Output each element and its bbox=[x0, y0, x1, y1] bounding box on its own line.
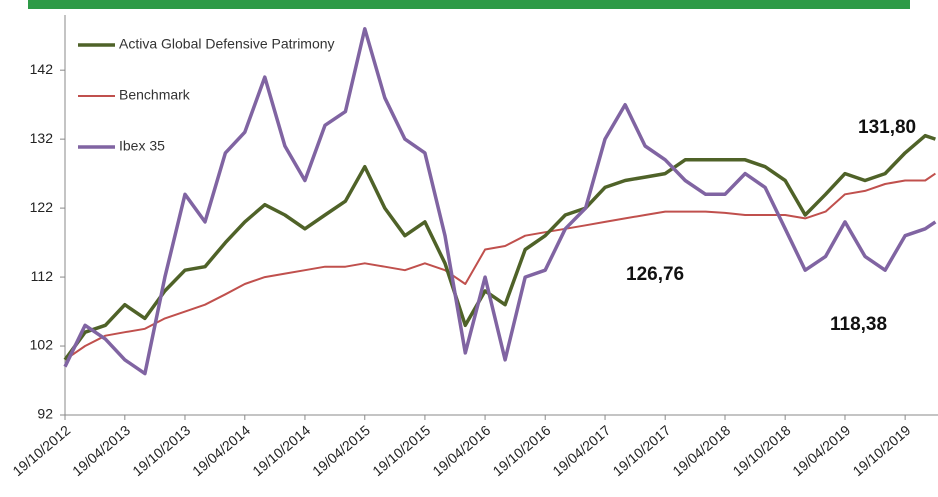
x-tick-label: 19/10/2014 bbox=[249, 422, 313, 479]
annotation: 131,80 bbox=[858, 117, 916, 138]
x-tick-label: 19/04/2016 bbox=[429, 422, 493, 479]
y-tick-label: 102 bbox=[30, 337, 54, 353]
header-bar bbox=[28, 0, 910, 9]
y-tick-label: 112 bbox=[31, 268, 54, 284]
x-tick-label: 19/10/2012 bbox=[9, 422, 73, 479]
annotation: 126,76 bbox=[626, 264, 684, 285]
y-tick-label: 142 bbox=[30, 61, 54, 77]
x-tick-label: 19/10/2019 bbox=[849, 422, 913, 479]
x-tick-label: 19/10/2013 bbox=[129, 422, 193, 479]
series-line bbox=[63, 27, 937, 376]
x-tick-label: 19/10/2017 bbox=[610, 422, 674, 479]
x-tick-label: 19/10/2016 bbox=[490, 422, 554, 479]
x-tick-label: 19/04/2014 bbox=[189, 422, 253, 479]
series-line bbox=[64, 172, 936, 361]
legend-text: Ibex 35 bbox=[119, 138, 165, 154]
x-tick-label: 19/04/2013 bbox=[69, 422, 133, 479]
legend-text: Activa Global Defensive Patrimony bbox=[119, 36, 335, 52]
x-tick-label: 19/04/2017 bbox=[549, 422, 613, 479]
y-tick-label: 122 bbox=[30, 199, 54, 215]
x-tick-label: 19/04/2015 bbox=[309, 422, 373, 479]
y-tick-label: 132 bbox=[30, 130, 54, 146]
x-tick-label: 19/10/2015 bbox=[369, 422, 433, 479]
series-line bbox=[63, 133, 936, 361]
legend-text: Benchmark bbox=[119, 87, 191, 103]
x-tick-label: 19/04/2018 bbox=[669, 422, 733, 479]
y-tick-label: 92 bbox=[37, 406, 53, 422]
x-tick-label: 19/10/2018 bbox=[730, 422, 794, 479]
annotation: 118,38 bbox=[830, 314, 887, 335]
x-tick-label: 19/04/2019 bbox=[789, 422, 853, 479]
